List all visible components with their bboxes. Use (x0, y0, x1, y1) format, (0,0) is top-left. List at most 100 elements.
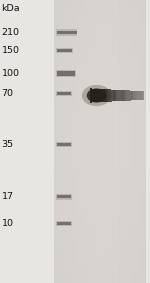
Bar (140, 91, 142, 100)
Bar (86, 0, 88, 283)
Bar (54, 108, 146, 113)
Bar (92, 0, 94, 283)
Bar (129, 91, 130, 100)
Bar (77, 0, 79, 283)
Bar (95, 89, 97, 102)
Bar (140, 91, 141, 100)
Bar (54, 34, 146, 40)
Bar (59, 0, 60, 283)
Bar (56, 221, 72, 226)
Bar (103, 89, 104, 102)
Bar (54, 119, 146, 125)
Bar (104, 89, 106, 102)
Bar (139, 91, 140, 100)
Text: 10: 10 (2, 219, 14, 228)
Bar (102, 89, 103, 102)
Bar (62, 0, 63, 283)
Text: 17: 17 (2, 192, 14, 201)
Bar (89, 0, 91, 283)
Bar (117, 0, 118, 283)
Bar (54, 79, 146, 85)
Bar (137, 0, 139, 283)
Bar (54, 175, 146, 181)
Bar (54, 232, 146, 238)
Bar (71, 0, 72, 283)
Bar (111, 0, 112, 283)
Bar (57, 195, 71, 198)
Bar (54, 142, 146, 147)
Bar (54, 113, 146, 119)
Bar (57, 143, 71, 146)
Bar (122, 0, 123, 283)
Bar (54, 45, 146, 51)
Bar (54, 153, 146, 158)
Bar (129, 0, 131, 283)
Bar (54, 226, 146, 232)
Bar (126, 0, 128, 283)
Bar (75, 0, 77, 283)
Bar (118, 90, 119, 101)
Bar (54, 11, 146, 17)
Bar (112, 90, 114, 101)
Bar (54, 17, 146, 23)
Bar (128, 91, 129, 101)
Bar (116, 90, 117, 101)
Bar (110, 89, 111, 102)
Bar (54, 147, 146, 153)
Bar (108, 89, 109, 102)
Bar (91, 0, 92, 283)
Bar (98, 89, 99, 102)
Bar (54, 85, 146, 91)
Bar (131, 0, 132, 283)
Bar (54, 164, 146, 170)
Bar (114, 0, 116, 283)
Bar (54, 272, 146, 277)
Bar (66, 0, 68, 283)
Bar (54, 221, 146, 226)
Ellipse shape (82, 85, 111, 106)
Bar (94, 89, 96, 102)
Ellipse shape (87, 89, 106, 103)
Bar (122, 90, 124, 101)
Bar (54, 51, 146, 57)
Bar (54, 0, 146, 283)
Bar (56, 29, 77, 36)
Bar (54, 215, 146, 221)
Bar (121, 90, 122, 101)
Bar (105, 0, 106, 283)
Bar (117, 90, 118, 101)
Bar (120, 0, 122, 283)
Bar (112, 0, 114, 283)
Bar (57, 0, 59, 283)
Bar (54, 102, 146, 108)
Bar (54, 260, 146, 266)
Bar (79, 0, 80, 283)
Bar (74, 0, 75, 283)
Bar (106, 0, 108, 283)
Bar (54, 187, 146, 192)
Bar (80, 0, 82, 283)
Text: 70: 70 (2, 89, 14, 98)
Bar (56, 194, 72, 200)
Bar (130, 91, 132, 100)
Bar (69, 0, 71, 283)
Bar (83, 0, 85, 283)
Bar (108, 0, 109, 283)
Bar (136, 91, 137, 100)
Bar (54, 96, 146, 102)
Bar (54, 0, 146, 6)
Bar (116, 0, 117, 283)
Bar (124, 90, 125, 101)
Bar (134, 91, 135, 100)
Bar (103, 0, 105, 283)
Bar (101, 89, 102, 102)
Bar (102, 0, 103, 283)
Bar (103, 89, 105, 102)
Bar (119, 90, 120, 101)
Bar (57, 31, 76, 34)
Text: 210: 210 (2, 28, 20, 37)
Bar (54, 125, 146, 130)
Bar (106, 89, 107, 102)
Bar (56, 142, 72, 147)
Bar (99, 89, 100, 102)
